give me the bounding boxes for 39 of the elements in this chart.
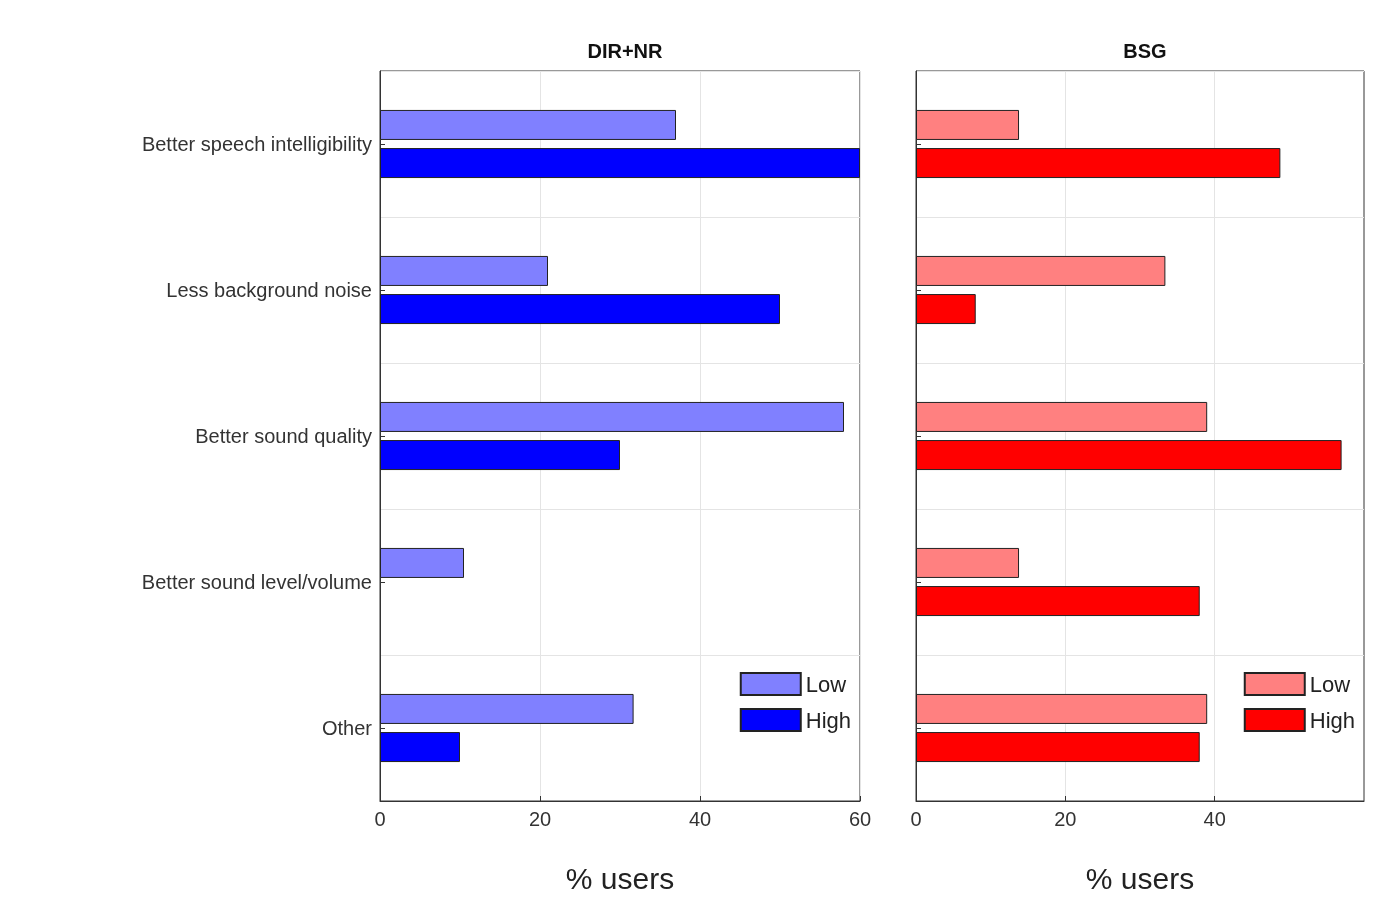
x-tick-label: 0	[910, 808, 922, 830]
bar	[380, 294, 780, 325]
chart-title: DIR+NR	[587, 40, 664, 62]
legend-label: Low	[1309, 671, 1351, 697]
bar	[380, 109, 676, 140]
legend-label: High	[805, 707, 851, 733]
bar	[380, 547, 464, 578]
bar	[380, 148, 860, 179]
x-tick-label: 20	[1054, 808, 1077, 830]
bar	[916, 109, 1020, 140]
bar	[380, 693, 634, 724]
y-tick-label: Better speech intelligibility	[141, 133, 372, 155]
legend-label: Low	[805, 671, 847, 697]
bar	[380, 440, 620, 471]
x-axis-title: % users	[1085, 861, 1195, 895]
y-tick-label: Other	[321, 717, 373, 739]
x-tick-label: 0	[374, 808, 386, 830]
chart-title: BSG	[1123, 40, 1167, 62]
bar	[916, 693, 1208, 724]
bar	[380, 732, 460, 763]
y-tick-label: Better sound quality	[195, 425, 372, 447]
bar	[916, 586, 1200, 617]
x-axis-title: % users	[565, 861, 675, 895]
bar	[916, 547, 1020, 578]
bar	[916, 148, 1281, 179]
legend-label: High	[1309, 707, 1355, 733]
x-tick-label: 20	[528, 808, 552, 830]
y-tick-label: Better sound level/volume	[141, 571, 372, 593]
x-tick-label: 40	[1203, 808, 1226, 830]
x-tick-label: 40	[688, 808, 712, 830]
bar	[380, 401, 844, 432]
bar	[916, 255, 1166, 286]
bar	[916, 294, 976, 325]
x-tick-label: 60	[848, 808, 872, 830]
bar	[916, 440, 1342, 471]
bar	[916, 732, 1200, 763]
y-tick-label: Less background noise	[166, 279, 372, 301]
bar	[380, 255, 548, 286]
bar	[916, 401, 1208, 432]
